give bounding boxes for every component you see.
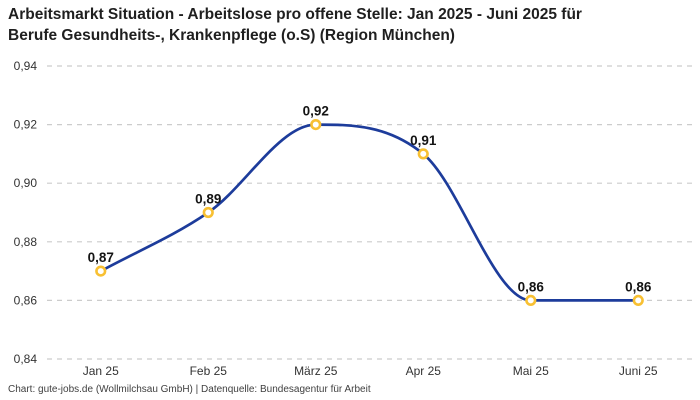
y-axis-tick-label: 0,88 [14, 235, 38, 249]
data-point-marker [632, 294, 644, 307]
x-axis-tick-label: Feb 25 [190, 364, 228, 378]
attribution-text: Chart: gute-jobs.de (Wollmilchsau GmbH) … [8, 384, 371, 395]
x-axis-tick-label: Mai 25 [513, 364, 549, 378]
y-axis-tick-label: 0,94 [14, 59, 38, 73]
data-point-label: 0,89 [195, 192, 221, 207]
y-axis-tick-label: 0,92 [14, 118, 38, 132]
x-axis-tick-label: Juni 25 [619, 364, 658, 378]
data-point-marker [95, 265, 107, 277]
data-point-label: 0,86 [625, 279, 652, 294]
x-axis-tick-label: März 25 [294, 364, 338, 378]
y-axis-tick-label: 0,84 [14, 352, 38, 366]
y-axis-tick-label: 0,86 [14, 293, 38, 307]
data-point-marker [310, 118, 322, 131]
data-point-label: 0,87 [88, 250, 114, 265]
data-point-label: 0,86 [518, 279, 545, 294]
data-line [99, 123, 640, 302]
data-point-marker [417, 148, 429, 160]
y-axis-tick-label: 0,90 [14, 176, 38, 190]
data-point-marker [202, 206, 214, 219]
x-axis-tick-label: Apr 25 [406, 364, 442, 378]
data-point-label: 0,91 [410, 133, 437, 148]
x-axis-tick-label: Jan 25 [83, 364, 119, 378]
data-point-label: 0,92 [303, 104, 329, 119]
data-point-marker [525, 294, 537, 307]
chart-title: Arbeitsmarkt Situation - Arbeitslose pro… [8, 6, 582, 44]
